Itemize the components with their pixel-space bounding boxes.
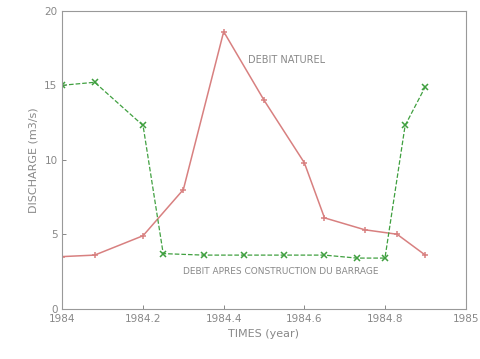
Y-axis label: DISCHARGE (m3/s): DISCHARGE (m3/s) [29, 107, 39, 213]
Text: DEBIT NATUREL: DEBIT NATUREL [248, 55, 325, 65]
X-axis label: TIMES (year): TIMES (year) [228, 329, 300, 339]
Text: DEBIT APRES CONSTRUCTION DU BARRAGE: DEBIT APRES CONSTRUCTION DU BARRAGE [183, 267, 379, 276]
